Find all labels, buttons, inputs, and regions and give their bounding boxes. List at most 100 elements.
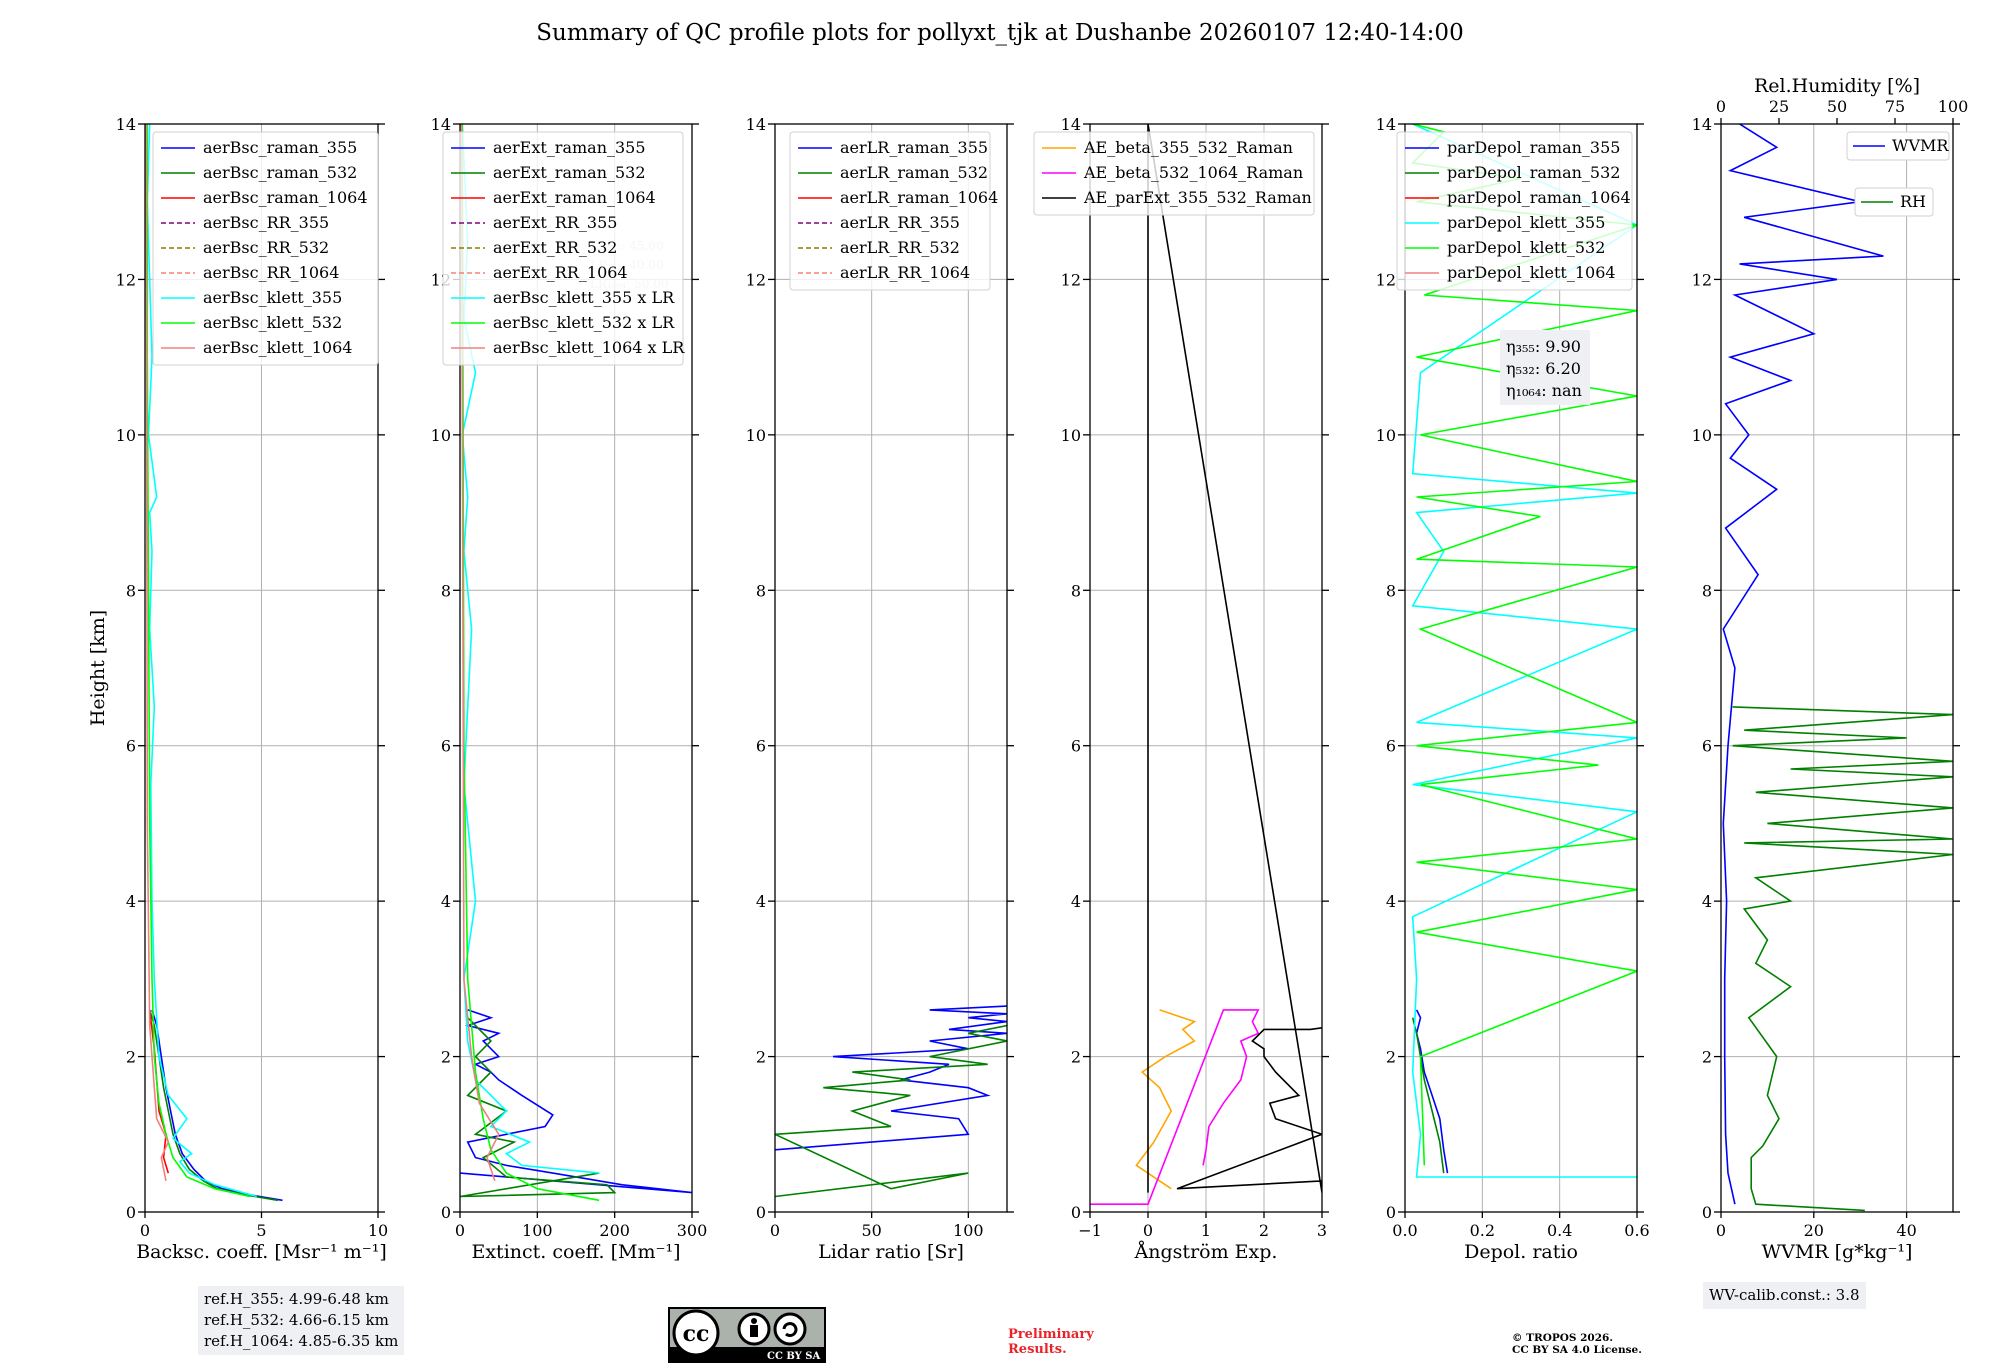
x-axis-label: WVMR [g*kg⁻¹]	[1762, 1241, 1913, 1263]
x-tick-label: 200	[599, 1221, 630, 1240]
y-tick-label: 12	[1376, 270, 1396, 289]
legend-label: parDepol_klett_1064	[1447, 263, 1616, 282]
x2-tick-label: 25	[1769, 97, 1789, 116]
x2-tick-label: 50	[1827, 97, 1847, 116]
y-tick-label: 0	[1386, 1203, 1396, 1222]
y-tick-label: 4	[756, 892, 766, 911]
series-line-parDepol_klett_355	[1411, 124, 1637, 1178]
y-tick-label: 12	[1061, 270, 1081, 289]
y-tick-label: 2	[1702, 1048, 1712, 1067]
legend-label: parDepol_raman_532	[1447, 163, 1620, 182]
legend-box	[1033, 131, 1315, 216]
y-tick-label: 4	[1702, 892, 1712, 911]
x-axis-label: Extinct. coeff. [Mm⁻¹]	[471, 1241, 680, 1263]
ref-height-532: ref.H_532: 4.66-6.15 km	[204, 1311, 389, 1329]
y-tick-label: 14	[116, 115, 136, 134]
y-tick-label: 14	[746, 115, 766, 134]
y-tick-label: 0	[1071, 1203, 1081, 1222]
y-tick-label: 14	[1692, 115, 1712, 134]
legend-label: aerBsc_RR_532	[203, 238, 329, 257]
plot-frame	[1720, 123, 1954, 1213]
legend: WVMR RH	[1846, 131, 1950, 217]
series-line-AE_beta_355_532_Raman	[1135, 1009, 1197, 1190]
y-tick-label: 8	[1071, 581, 1081, 600]
ref-height-355: ref.H_355: 4.99-6.48 km	[204, 1290, 389, 1308]
y-tick-label: 2	[1071, 1048, 1081, 1067]
legend-label: parDepol_klett_355	[1447, 213, 1605, 232]
y-tick-label: 8	[1702, 581, 1712, 600]
y-tick-label: 6	[126, 737, 136, 756]
x-tick-label: 0.4	[1547, 1221, 1572, 1240]
wv-calibration-box: WV-calib.const.: 3.8	[1703, 1282, 1866, 1309]
cc-logo-text: CC BY SA	[767, 1351, 821, 1362]
x-tick-label: 2	[1259, 1221, 1269, 1240]
y-tick-label: 2	[1386, 1048, 1396, 1067]
x-axis-label: Backsc. coeff. [Msr⁻¹ m⁻¹]	[136, 1241, 387, 1263]
legend-label: aerLR_RR_532	[840, 238, 960, 257]
x-axis-label: Ångström Exp.	[1134, 1241, 1278, 1263]
x2-tick-label: 75	[1885, 97, 1905, 116]
y-tick-label: 12	[746, 270, 766, 289]
legend-label: aerBsc_raman_532	[203, 163, 357, 182]
figure-title: Summary of QC profile plots for pollyxt_…	[536, 20, 1464, 46]
legend-label: aerExt_raman_1064	[493, 188, 656, 207]
x2-axis-label: Rel.Humidity [%]	[1754, 75, 1920, 97]
chart-panel-6: 0 20 40 0 2 4 6 8 10 12 14 WVMR [g*kg⁻¹] 0 25 50 75 100 R…	[1692, 75, 1969, 1263]
series-line-RH	[1732, 706, 1953, 1212]
legend: aerExt_raman_355 aerExt_raman_532 aerExt_r…	[442, 131, 685, 366]
x-tick-label: 5	[256, 1221, 266, 1240]
legend-label: aerBsc_raman_355	[203, 138, 357, 157]
reference-height-box: ref.H_355: 4.99-6.48 km ref.H_532: 4.66-…	[198, 1286, 405, 1355]
x2-tick-label: 0	[1716, 97, 1726, 116]
series-line-aerBsc_klett_532 x LR	[461, 124, 600, 1202]
legend-label: aerLR_raman_1064	[840, 188, 998, 207]
legend-label: aerLR_raman_355	[840, 138, 988, 157]
series-line-aerBsc_klett_532	[146, 124, 251, 1198]
legend-label: aerExt_raman_355	[493, 138, 646, 157]
legend-box	[152, 131, 379, 366]
x-axis-label: Lidar ratio [Sr]	[818, 1241, 964, 1263]
series-line-aerBsc_klett_1064 x LR	[460, 124, 500, 1182]
legend-label: aerBsc_RR_355	[203, 213, 329, 232]
y-tick-label: 0	[126, 1203, 136, 1222]
eta-annotation: η₅₃₂: 6.20	[1506, 359, 1581, 378]
legend-label: aerBsc_klett_532	[203, 313, 342, 332]
y-tick-label: 10	[1061, 426, 1081, 445]
y-tick-label: 10	[746, 426, 766, 445]
legend: aerLR_raman_355 aerLR_raman_532 aerLR_rama…	[789, 131, 998, 291]
legend-label: parDepol_raman_1064	[1447, 188, 1631, 207]
series-line-parDepol_raman_532	[1411, 1017, 1445, 1174]
legend-label: aerLR_RR_355	[840, 213, 960, 232]
plot-frame	[459, 123, 693, 1213]
legend: AE_beta_355_532_Raman AE_beta_532_1064_Ra…	[1033, 131, 1315, 216]
x-tick-label: 0.0	[1392, 1221, 1417, 1240]
y-tick-label: 6	[1386, 737, 1396, 756]
x-tick-label: 0.2	[1470, 1221, 1495, 1240]
x-tick-label: 0	[1143, 1221, 1153, 1240]
series-line-aerLR_raman_355	[775, 1005, 1007, 1151]
copyright-line-1: © TROPOS 2026.	[1512, 1332, 1614, 1344]
y-tick-label: 4	[1386, 892, 1396, 911]
legend-label: aerExt_RR_355	[493, 213, 617, 232]
chart-panel-5: 0.0 0.2 0.4 0.6 0 2 4 6 8 10 12 14 Depol. ratio η₃₅₅:…	[1376, 115, 1650, 1263]
legend-label: aerLR_RR_1064	[840, 263, 970, 282]
y-tick-label: 10	[1376, 426, 1396, 445]
legend-label: AE_beta_532_1064_Raman	[1083, 163, 1303, 182]
y-tick-label: 6	[441, 737, 451, 756]
y-tick-label: 6	[1702, 737, 1712, 756]
y-tick-label: 2	[441, 1048, 451, 1067]
legend-box	[1396, 131, 1633, 291]
legend-label: aerExt_raman_532	[493, 163, 646, 182]
plot-frame	[774, 123, 1008, 1213]
legend-box	[789, 131, 991, 291]
y-tick-label: 4	[441, 892, 451, 911]
x-tick-label: −1	[1078, 1221, 1102, 1240]
legend-label: aerBsc_raman_1064	[203, 188, 368, 207]
series-line-aerExt_raman_355	[460, 1009, 692, 1194]
y-tick-label: 4	[126, 892, 136, 911]
legend-label: aerLR_raman_532	[840, 163, 988, 182]
series-line-aerBsc_klett_355	[146, 124, 258, 1198]
series-line-WVMR	[1722, 124, 1884, 1205]
legend-box	[442, 131, 684, 366]
y-tick-label: 10	[431, 426, 451, 445]
